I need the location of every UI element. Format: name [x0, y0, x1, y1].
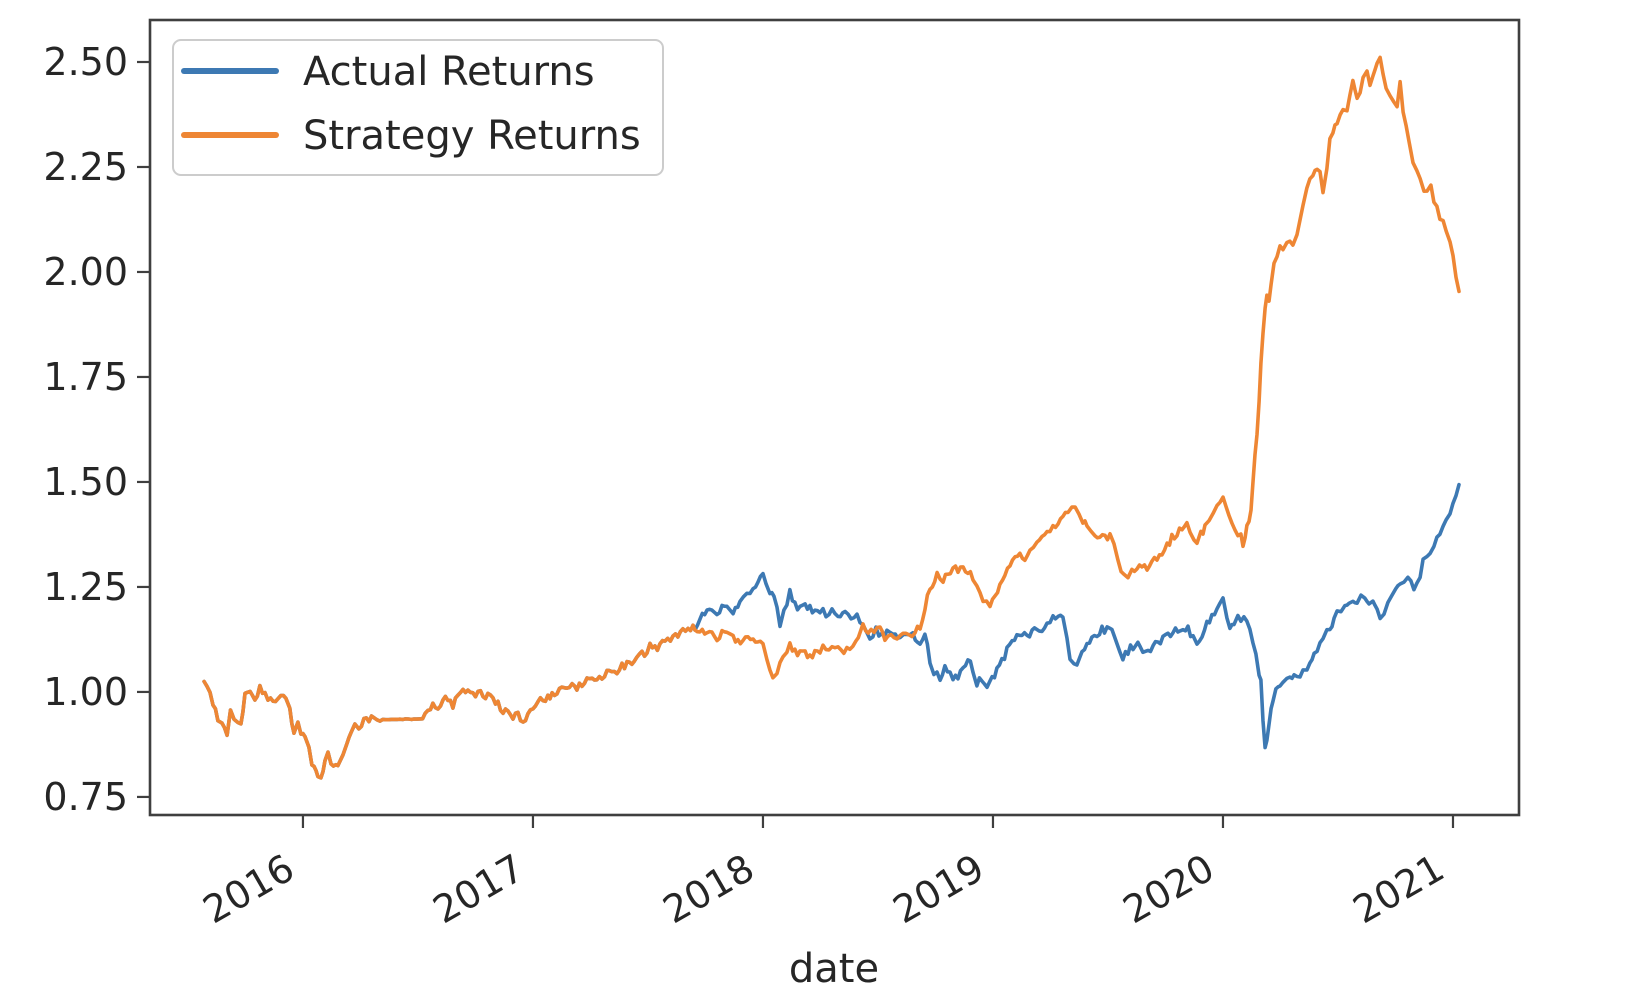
x-tick-label-2020: 2020	[1116, 846, 1222, 932]
legend-label-strategy-returns: Strategy Returns	[303, 113, 641, 159]
y-tick-label-1.75: 1.75	[43, 355, 128, 399]
series-lines	[202, 55, 1461, 780]
chart-legend: Actual Returns Strategy Returns	[172, 39, 664, 176]
x-tick-label-2019: 2019	[886, 846, 992, 932]
x-tick-label-2016: 2016	[196, 846, 302, 932]
y-tick-label-0.75: 0.75	[43, 775, 128, 819]
series-line-strategy-returns	[202, 55, 1461, 780]
x-axis-title: date	[789, 946, 879, 992]
legend-box	[172, 39, 664, 176]
x-tick-label-2017: 2017	[426, 846, 532, 932]
legend-label-actual-returns: Actual Returns	[303, 49, 595, 95]
y-tick-label-2.00: 2.00	[43, 250, 128, 294]
x-tick-label-2018: 2018	[656, 846, 762, 932]
x-tick-label-2021: 2021	[1346, 846, 1452, 932]
series-line-actual-returns	[202, 482, 1461, 780]
y-tick-label-1.50: 1.50	[43, 460, 128, 504]
y-tick-label-2.25: 2.25	[43, 145, 128, 189]
y-axis-ticks: 0.75 1.00 1.25 1.50 1.75 2.00 2.25 2.50	[43, 40, 150, 819]
y-tick-label-1.25: 1.25	[43, 565, 128, 609]
x-axis-ticks: 2016 2017 2018 2019 2020 2021	[196, 815, 1455, 932]
plot-border	[148, 18, 1521, 817]
y-tick-label-2.50: 2.50	[43, 40, 128, 84]
y-tick-label-1.00: 1.00	[43, 670, 128, 714]
